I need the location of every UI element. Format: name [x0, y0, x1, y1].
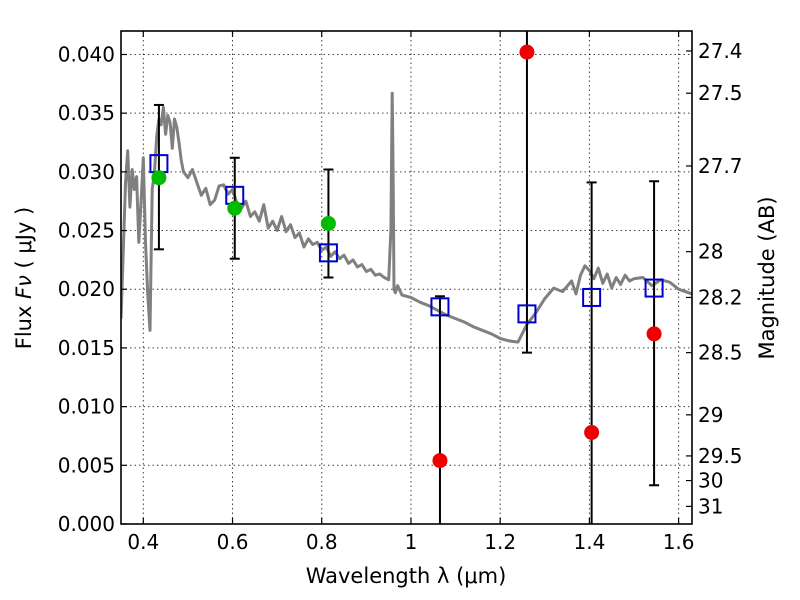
model-band-flux-square — [644, 278, 664, 298]
y-axis-label-left: Flux Fν ( μJy ) — [12, 207, 36, 350]
non-detection-point — [646, 326, 662, 342]
y-tick-label: 0.040 — [58, 42, 115, 66]
magnitude-tick-label: 28 — [698, 240, 723, 264]
x-axis-label: Wavelength λ (μm) — [306, 564, 507, 588]
plot-area — [121, 31, 692, 524]
x-tick-label: 1 — [405, 530, 418, 554]
detection-point — [227, 200, 243, 216]
x-tick-label: 0.6 — [217, 530, 249, 554]
model-band-flux-square — [430, 297, 450, 317]
magnitude-tick-label: 27.5 — [698, 81, 743, 105]
detection-point — [151, 170, 167, 186]
non-detection-point — [519, 44, 535, 60]
non-detection-point — [432, 453, 448, 469]
y-tick-label: 0.000 — [58, 512, 115, 536]
x-tick-label: 0.4 — [127, 530, 159, 554]
magnitude-tick-label: 30 — [698, 469, 723, 493]
magnitude-tick-label: 28.5 — [698, 341, 743, 365]
y-axis-label-unit: ( μJy ) — [12, 207, 36, 275]
plot-frame — [120, 30, 693, 525]
y-tick-label: 0.030 — [58, 160, 115, 184]
x-tick-label: 1.4 — [573, 530, 605, 554]
model-band-flux-square — [517, 304, 537, 324]
x-tick-label: 0.8 — [306, 530, 338, 554]
y-axis-label-prefix: Flux — [12, 299, 36, 349]
detection-point — [320, 216, 336, 232]
y-tick-label: 0.015 — [58, 336, 115, 360]
non-detection-point — [584, 424, 600, 440]
x-tick-label: 1.2 — [484, 530, 516, 554]
grid — [121, 31, 692, 525]
model-spectrum-line — [121, 91, 692, 344]
axes: 0.4 0.6 0.8 1 1.2 1.4 1.6 0.000 0.005 0.010 0.015 0… — [58, 31, 743, 554]
y-tick-label: 0.005 — [58, 453, 115, 477]
y-tick-label: 0.010 — [58, 395, 115, 419]
model-band-flux-square — [582, 287, 602, 307]
y-tick-label: 0.035 — [58, 101, 115, 125]
magnitude-tick-label: 29.5 — [698, 444, 743, 468]
y-axis-label-symbol: Fν — [12, 275, 36, 299]
magnitude-tick-label: 31 — [698, 494, 723, 518]
x-tick-label: 1.6 — [663, 530, 695, 554]
y-tick-label: 0.020 — [58, 277, 115, 301]
y-axis-label-right: Magnitude (AB) — [755, 196, 779, 359]
magnitude-tick-label: 28.2 — [698, 285, 743, 309]
model-band-flux-square — [318, 243, 338, 263]
magnitude-tick-label: 29 — [698, 403, 723, 427]
magnitude-tick-label: 27.4 — [698, 39, 743, 63]
magnitude-tick-label: 27.7 — [698, 154, 743, 178]
y-tick-label: 0.025 — [58, 219, 115, 243]
